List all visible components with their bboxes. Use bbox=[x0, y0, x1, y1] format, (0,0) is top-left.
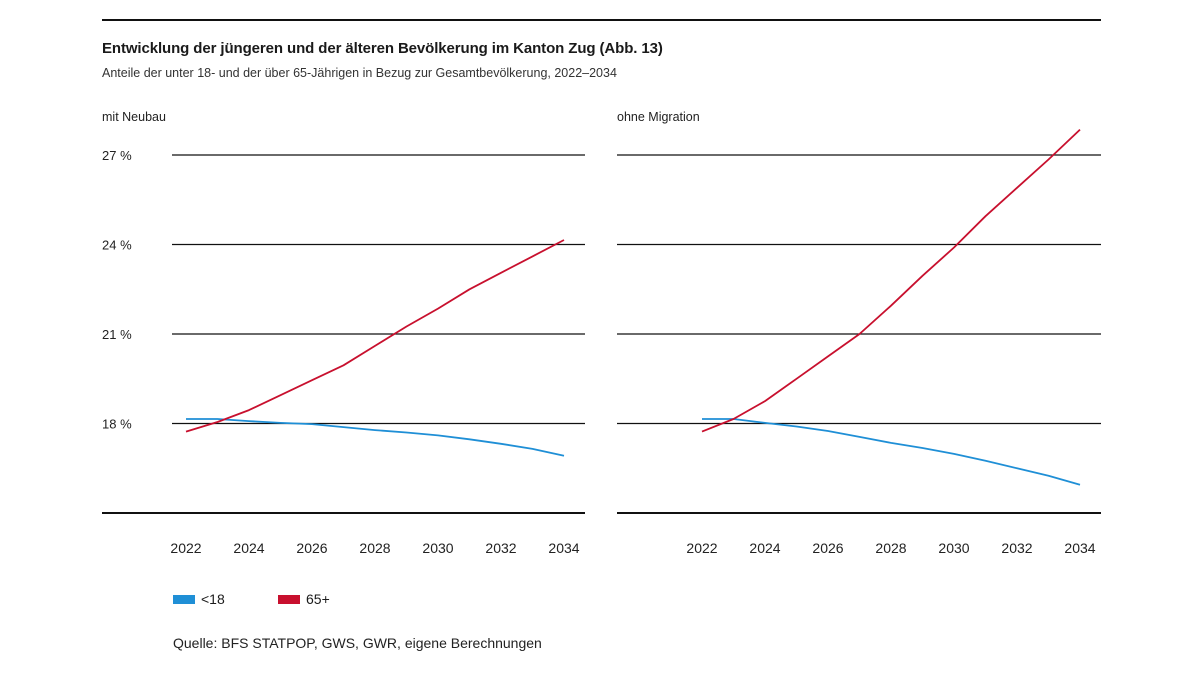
series-line-under18-0 bbox=[186, 418, 565, 457]
series-line-under18-1 bbox=[702, 418, 1081, 486]
y-tick-label: 24 % bbox=[102, 238, 132, 253]
panel-title-0: mit Neubau bbox=[102, 110, 166, 124]
x-tick-label: 2022 bbox=[170, 540, 201, 556]
legend-swatch-under18 bbox=[173, 595, 195, 604]
chart-title: Entwicklung der jüngeren und der älteren… bbox=[102, 40, 663, 57]
x-tick-label: 2030 bbox=[422, 540, 453, 556]
legend-label-over65: 65+ bbox=[306, 591, 330, 607]
x-tick-label: 2024 bbox=[233, 540, 264, 556]
x-tick-label: 2030 bbox=[938, 540, 969, 556]
y-tick-label: 18 % bbox=[102, 417, 132, 432]
source-note: Quelle: BFS STATPOP, GWS, GWR, eigene Be… bbox=[173, 635, 542, 651]
x-tick-label: 2026 bbox=[812, 540, 843, 556]
x-tick-label: 2026 bbox=[296, 540, 327, 556]
top-rule bbox=[102, 19, 1101, 21]
panel-title-1: ohne Migration bbox=[617, 110, 700, 124]
legend-label-under18: <18 bbox=[201, 591, 225, 607]
x-tick-label: 2032 bbox=[485, 540, 516, 556]
x-tick-label: 2032 bbox=[1001, 540, 1032, 556]
y-tick-label: 21 % bbox=[102, 327, 132, 342]
y-tick-label: 27 % bbox=[102, 148, 132, 163]
x-tick-label: 2024 bbox=[749, 540, 780, 556]
x-tick-label: 2022 bbox=[686, 540, 717, 556]
series-line-over65-0 bbox=[185, 239, 565, 433]
series-line-over65-1 bbox=[701, 128, 1081, 433]
legend-swatch-over65 bbox=[278, 595, 300, 604]
chart-subtitle: Anteile der unter 18- und der über 65-Jä… bbox=[102, 66, 617, 80]
x-tick-label: 2028 bbox=[875, 540, 906, 556]
x-tick-label: 2034 bbox=[1064, 540, 1095, 556]
x-tick-label: 2028 bbox=[359, 540, 390, 556]
x-tick-label: 2034 bbox=[548, 540, 579, 556]
